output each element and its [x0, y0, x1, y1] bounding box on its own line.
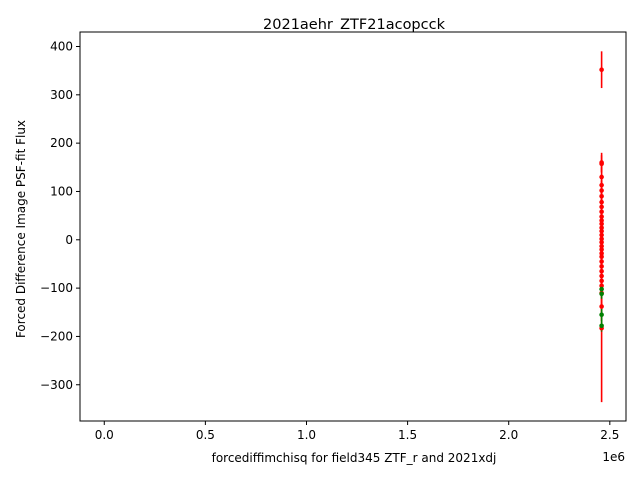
data-point [599, 232, 604, 238]
x-tick-label: 2.0 [499, 428, 518, 442]
x-tick-label: 1.5 [398, 428, 417, 442]
data-point [599, 221, 604, 227]
y-tick-label: 400 [50, 39, 73, 53]
data-point [599, 323, 604, 329]
y-tick-label: 200 [50, 136, 73, 150]
data-point [599, 174, 604, 180]
data-point [599, 264, 604, 269]
data-point [599, 239, 604, 245]
data-point [599, 273, 604, 279]
x-tick-label: 0.0 [95, 428, 114, 442]
data-point [599, 199, 604, 205]
y-axis-title: Forced Difference Image PSF-fit Flux [14, 120, 28, 338]
x-tick-label: 2.5 [600, 428, 619, 442]
data-point [599, 304, 604, 309]
data-point [599, 228, 604, 234]
data-point [599, 209, 604, 215]
data-point [599, 182, 604, 188]
y-tick-label: 300 [50, 88, 73, 102]
chart-title: 2021aehr_ZTF21acopcck [263, 17, 446, 33]
data-point [599, 312, 604, 317]
data-point [599, 225, 604, 231]
data-point [599, 161, 604, 167]
y-axis-ticks: −300 −200 −100 0 100 200 300 400 [40, 39, 80, 392]
x-axis-ticks: 0.0 0.5 1.0 1.5 2.0 2.5 [95, 421, 619, 442]
data-point [599, 188, 604, 193]
data-point [599, 291, 604, 297]
x-axis-title: forcediffimchisq for field345 ZTF_r and … [212, 451, 497, 465]
y-tick-label: −200 [40, 329, 73, 343]
y-tick-label: −300 [40, 378, 73, 392]
data-point [599, 247, 604, 252]
x-offset-label: 1e6 [602, 450, 625, 464]
data-marks [599, 51, 604, 403]
plot-frame [79, 31, 627, 422]
data-point [599, 286, 604, 292]
y-tick-label: 0 [65, 233, 73, 247]
y-tick-label: −100 [40, 281, 73, 295]
data-point [599, 278, 604, 284]
data-point [599, 268, 604, 274]
data-point [599, 254, 604, 260]
data-point [599, 259, 604, 264]
y-tick-label: 100 [50, 184, 73, 198]
x-tick-label: 1.0 [297, 428, 316, 442]
data-point [599, 251, 604, 256]
data-point [599, 283, 604, 288]
data-point [599, 204, 604, 210]
data-point [599, 236, 604, 242]
data-point [599, 218, 604, 223]
data-point [599, 243, 604, 249]
data-point [599, 193, 604, 199]
x-tick-label: 0.5 [196, 428, 215, 442]
data-point [599, 67, 604, 72]
data-point [599, 214, 604, 219]
